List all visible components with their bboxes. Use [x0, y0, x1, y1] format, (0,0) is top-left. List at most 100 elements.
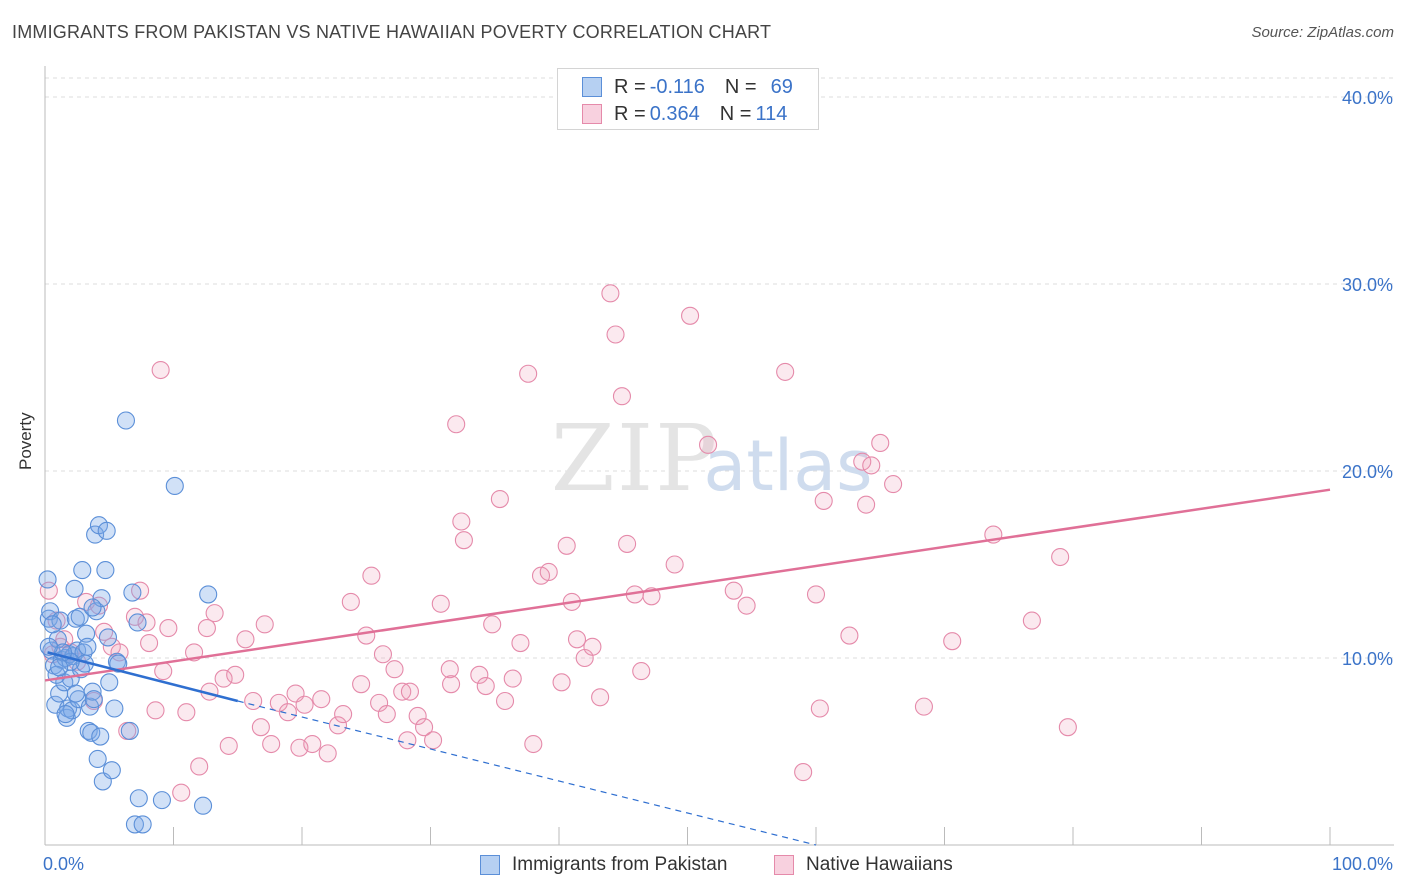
point-native-hawaiian [131, 581, 150, 600]
point-native-hawaiian [1022, 611, 1041, 630]
point-native-hawaiian [400, 682, 419, 701]
point-native-hawaiian [552, 673, 571, 692]
chart-title: IMMIGRANTS FROM PAKISTAN VS NATIVE HAWAI… [12, 22, 772, 42]
legend-r-value-hawaiians: 0.364 [649, 102, 700, 125]
point-pakistan [56, 705, 75, 724]
point-pakistan [79, 721, 98, 740]
point-native-hawaiian [244, 691, 263, 711]
point-pakistan [84, 690, 103, 709]
point-native-hawaiian [312, 690, 331, 709]
point-native-hawaiian [447, 415, 466, 434]
point-pakistan [125, 815, 144, 834]
point-native-hawaiian [303, 734, 322, 754]
point-native-hawaiian [352, 675, 371, 694]
point-native-hawaiian [495, 691, 515, 711]
legend-n-label: N = [724, 75, 757, 98]
point-pakistan [116, 411, 136, 430]
point-native-hawaiian [431, 594, 450, 613]
point-pakistan [194, 796, 213, 815]
legend-r-value-pakistan: -0.116 [649, 75, 705, 98]
legend-n-value-hawaiians: 114 [755, 102, 788, 125]
y-tick-label: 30.0% [1342, 275, 1393, 295]
point-pakistan [86, 525, 105, 544]
point-native-hawaiian [591, 688, 610, 707]
point-native-hawaiian [377, 705, 396, 724]
axes [44, 66, 1394, 846]
legend-r-label: R = [614, 75, 646, 98]
point-native-hawaiian [606, 325, 625, 344]
point-native-hawaiian [601, 284, 620, 303]
point-native-hawaiian [219, 736, 238, 755]
point-native-hawaiian [612, 387, 632, 406]
point-pakistan [165, 476, 184, 496]
point-native-hawaiian [146, 701, 165, 720]
point-native-hawaiian [373, 645, 393, 664]
series-native-hawaiians-points [39, 284, 1077, 802]
point-native-hawaiian [853, 452, 872, 471]
point-pakistan [129, 789, 148, 808]
point-pakistan [83, 598, 102, 617]
point-native-hawaiian [943, 632, 962, 651]
point-pakistan [152, 791, 171, 810]
x-tick-label-max: 100.0% [1332, 854, 1393, 874]
point-native-hawaiian [1058, 718, 1077, 737]
point-pakistan [91, 727, 110, 746]
point-pakistan [43, 615, 62, 634]
point-pakistan [82, 723, 101, 742]
point-pakistan [77, 624, 96, 643]
series-legend: Immigrants from Pakistan Native Hawaiian… [0, 851, 1406, 879]
point-pakistan [100, 673, 119, 692]
point-native-hawaiian [814, 491, 833, 510]
point-native-hawaiian [539, 562, 558, 582]
point-native-hawaiian [699, 435, 718, 454]
point-native-hawaiian [567, 630, 587, 649]
legend-label-pakistan: Immigrants from Pakistan [512, 854, 728, 875]
point-native-hawaiian [190, 757, 209, 776]
point-native-hawaiian [857, 495, 876, 514]
legend-item-hawaiians[interactable]: Native Hawaiians [774, 851, 953, 879]
point-pakistan [88, 749, 107, 769]
point-pakistan [133, 815, 152, 834]
point-native-hawaiian [159, 619, 178, 638]
point-native-hawaiian [490, 489, 509, 509]
point-pakistan [38, 570, 57, 589]
source-label: Source: ZipAtlas.com [1251, 24, 1394, 41]
point-native-hawaiian [318, 744, 337, 763]
point-native-hawaiian [172, 783, 191, 802]
point-native-hawaiian [862, 456, 881, 475]
point-native-hawaiian [415, 718, 434, 737]
trend-line-pakistan-extension [237, 700, 817, 846]
point-native-hawaiian [806, 585, 826, 604]
point-native-hawaiian [197, 619, 216, 638]
legend-n-label: N = [719, 102, 752, 125]
point-native-hawaiian [452, 512, 471, 531]
point-native-hawaiian [884, 475, 903, 494]
tick-labels: 10.0% 20.0% 30.0% 40.0% 0.0% 100.0% [43, 88, 1393, 874]
point-pakistan [50, 658, 69, 677]
watermark-zip: ZIP [551, 405, 719, 512]
point-native-hawaiian [794, 763, 813, 782]
point-native-hawaiian [519, 364, 538, 383]
point-native-hawaiian [503, 669, 522, 688]
point-native-hawaiian [177, 703, 196, 722]
point-pakistan [102, 761, 121, 780]
legend-swatch-hawaiians [582, 104, 602, 124]
trend-line-native-hawaiians [44, 488, 1331, 682]
point-native-hawaiian [840, 626, 859, 645]
point-native-hawaiian [393, 682, 412, 701]
trend-lines [44, 488, 1331, 846]
point-native-hawaiian [442, 675, 461, 694]
point-native-hawaiian [278, 703, 297, 722]
legend-label-hawaiians: Native Hawaiians [806, 854, 953, 875]
legend-swatch-hawaiians [774, 855, 794, 875]
point-pakistan [97, 521, 116, 540]
y-tick-label: 20.0% [1342, 462, 1393, 482]
point-native-hawaiian [681, 306, 700, 325]
point-native-hawaiian [737, 596, 756, 615]
legend-item-pakistan[interactable]: Immigrants from Pakistan [480, 851, 727, 879]
point-native-hawaiian [151, 360, 170, 380]
x-tick-label-min: 0.0% [43, 854, 84, 874]
legend-swatch-pakistan [582, 77, 602, 97]
point-pakistan [78, 637, 97, 656]
point-pakistan [105, 699, 124, 718]
